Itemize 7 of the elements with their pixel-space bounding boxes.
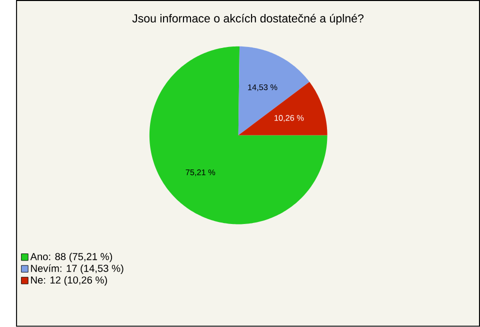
legend-label: Nevím: 17 (14,53 %) (31, 264, 124, 274)
data-label: 10,26 % (274, 115, 304, 122)
legend-label: Ano: 88 (75,21 %) (30, 252, 112, 262)
data-label: 14,53 % (248, 84, 278, 92)
chart-title: Jsou informace o akcích dostatečné a úplné? (132, 14, 364, 25)
data-label: 75,21 % (186, 170, 216, 176)
legend-label: Ne: 12 (10,26 %) (31, 276, 107, 286)
